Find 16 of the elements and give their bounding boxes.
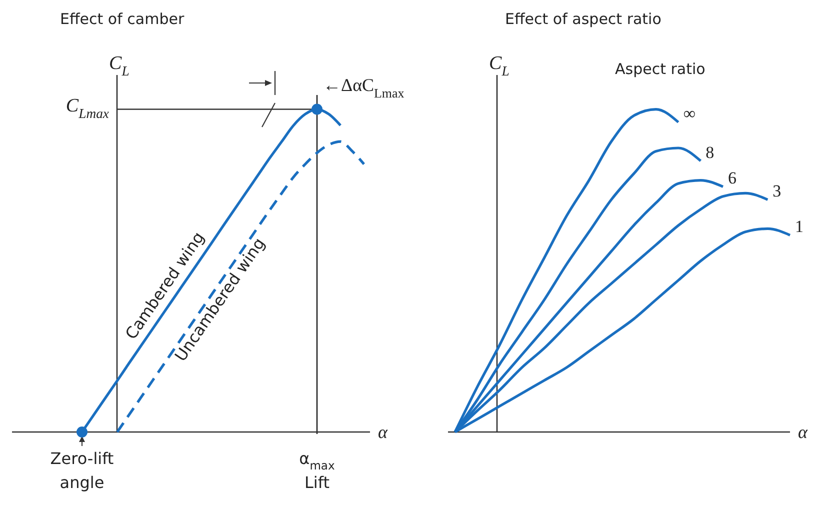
series-label: ∞	[683, 104, 696, 124]
legend-title: Aspect ratio	[615, 60, 706, 78]
series-label: 1	[795, 217, 804, 236]
series-label: 3	[772, 182, 782, 201]
y-axis-title: C$_{L}$	[489, 53, 510, 79]
y-axis-title: C$_{L}$	[109, 53, 130, 79]
text: ←ΔαC$_{Lmax}$	[323, 75, 405, 100]
ref-line-label: C$_{Lmax}$	[66, 95, 109, 121]
x-tick-label: α$_{max}$ Lift	[299, 449, 335, 492]
series-label: 6	[728, 168, 736, 188]
x-axis-title: α	[378, 422, 388, 442]
chart-title: Effect of camber	[60, 10, 185, 28]
x-tick-label: Zero-lift angle	[50, 449, 114, 492]
chart-title: Effect of aspect ratio	[505, 10, 662, 28]
series-label: 8	[706, 142, 714, 162]
x-axis-title: α	[798, 422, 808, 442]
